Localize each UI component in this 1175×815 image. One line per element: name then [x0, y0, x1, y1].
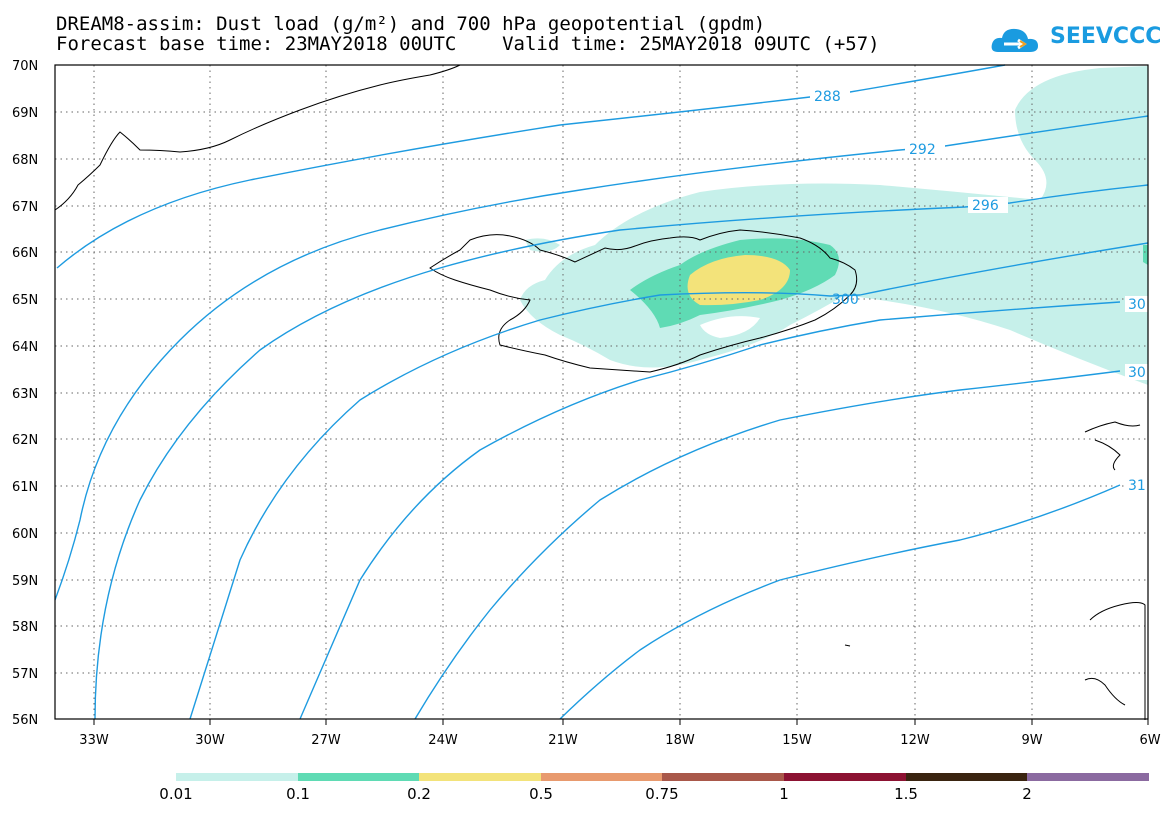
- lon-label: 33W: [79, 733, 109, 748]
- dust-shading: [520, 66, 1148, 385]
- lat-label: 68N: [12, 153, 38, 168]
- longitude-labels: 33W 30W 27W 24W 21W 18W 15W 12W 9W 6W: [79, 733, 1160, 748]
- map-title: DREAM8-assim: Dust load (g/m²) and 700 h…: [56, 13, 766, 35]
- colorbar-segment: [541, 773, 662, 781]
- contour-labels: 288 292 296 300 30 30 31: [810, 88, 1148, 494]
- grid-lines: [55, 65, 1148, 719]
- lon-label: 9W: [1021, 733, 1042, 748]
- lon-label: 15W: [782, 733, 812, 748]
- lat-label: 58N: [12, 620, 38, 635]
- colorbar-segment: [1027, 773, 1149, 781]
- contour-label: 30: [1128, 297, 1146, 313]
- geopotential-contours: [54, 64, 1149, 720]
- contour-label: 31: [1128, 478, 1146, 494]
- lat-label: 67N: [12, 200, 38, 215]
- coastlines: [54, 64, 1146, 720]
- colorbar-segment: [784, 773, 906, 781]
- lat-label: 61N: [12, 480, 38, 495]
- colorbar-label: 0.1: [286, 785, 310, 803]
- lat-label: 64N: [12, 340, 38, 355]
- contour-label: 30: [1128, 365, 1146, 381]
- colorbar-segment: [906, 773, 1027, 781]
- lat-label: 63N: [12, 387, 38, 402]
- lat-label: 60N: [12, 527, 38, 542]
- lon-label: 12W: [900, 733, 930, 748]
- colorbar-label: 1: [779, 785, 789, 803]
- lon-label: 24W: [428, 733, 458, 748]
- colorbar-label: 0.75: [645, 785, 679, 803]
- colorbar-segment: [298, 773, 419, 781]
- lon-label: 30W: [195, 733, 225, 748]
- contour-label: 296: [972, 198, 999, 214]
- colorbar-label: 0.01: [159, 785, 193, 803]
- colorbar-segment: [662, 773, 784, 781]
- contour-label: 292: [909, 142, 936, 158]
- lat-label: 57N: [12, 667, 38, 682]
- lat-label: 65N: [12, 293, 38, 308]
- latitude-labels: 70N 69N 68N 67N 66N 65N 64N 63N 62N 61N …: [12, 59, 38, 728]
- lat-label: 56N: [12, 713, 38, 728]
- lon-label: 27W: [311, 733, 341, 748]
- colorbar-label: 0.2: [407, 785, 431, 803]
- lat-label: 66N: [12, 246, 38, 261]
- contour-label: 288: [814, 89, 841, 105]
- colorbar-label: 0.5: [529, 785, 553, 803]
- axis-ticks: [93, 719, 1149, 725]
- lat-label: 70N: [12, 59, 38, 74]
- cloud-icon: [991, 28, 1038, 52]
- colorbar-label: 2: [1022, 785, 1032, 803]
- map-frame: [54, 64, 1149, 720]
- lat-label: 69N: [12, 106, 38, 121]
- lon-label: 6W: [1139, 733, 1160, 748]
- colorbar-label: 1.5: [894, 785, 918, 803]
- contour-label: 300: [832, 292, 859, 308]
- colorbar-segment: [176, 773, 298, 781]
- map-subtitle: Forecast base time: 23MAY2018 00UTC Vali…: [56, 33, 880, 55]
- colorbar-segment: [419, 773, 541, 781]
- lon-label: 21W: [548, 733, 578, 748]
- logo-text: SEEVCCC: [1050, 24, 1162, 49]
- lat-label: 62N: [12, 433, 38, 448]
- lon-label: 18W: [665, 733, 695, 748]
- lat-label: 59N: [12, 574, 38, 589]
